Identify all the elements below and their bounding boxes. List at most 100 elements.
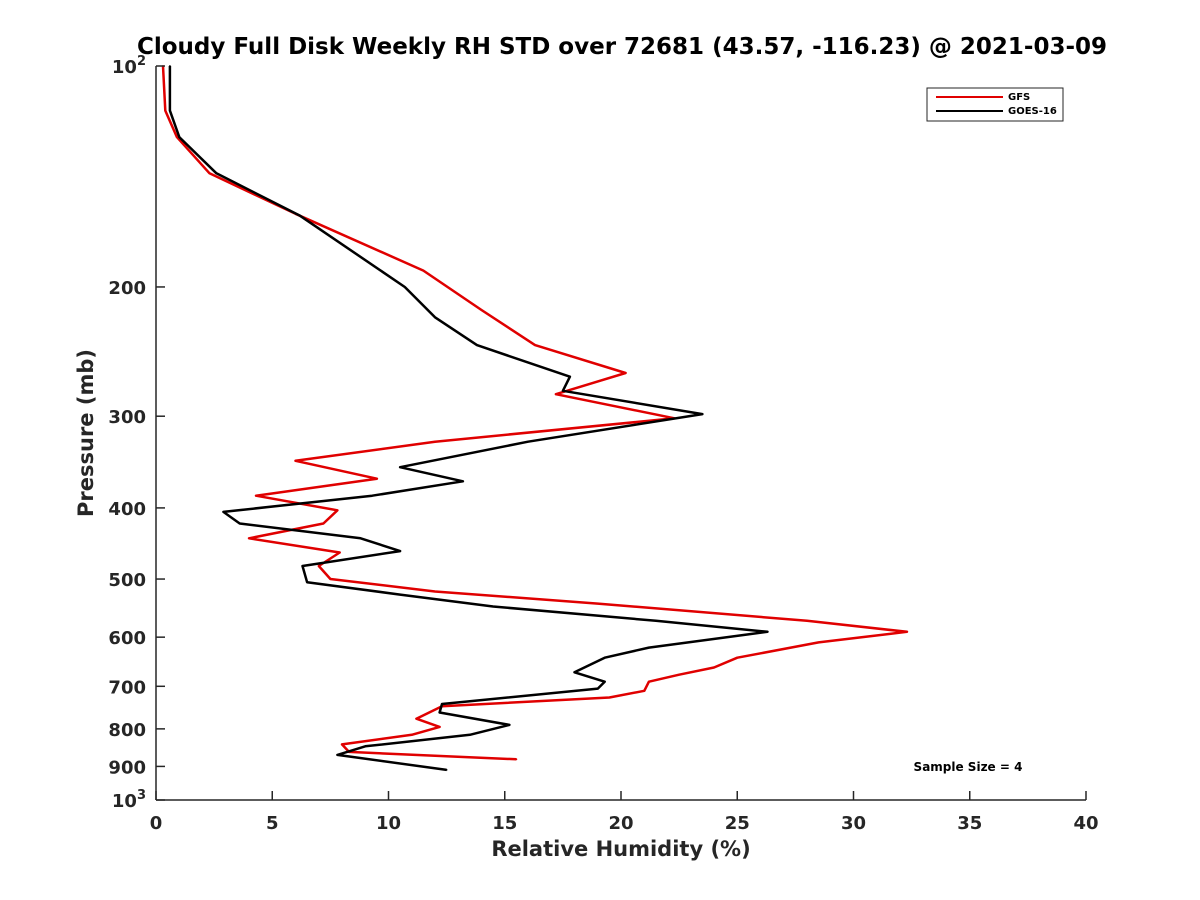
data-point-goes-16-15 <box>222 511 225 513</box>
y-tick-label-9: 103 <box>112 788 146 812</box>
data-point-gfs-6 <box>480 309 483 311</box>
legend-label-goes-16: GOES-16 <box>1008 106 1057 117</box>
data-point-gfs-9 <box>555 393 557 396</box>
x-axis-label: Relative Humidity (%) <box>491 837 750 861</box>
x-tick-label-0: 0 <box>150 813 163 834</box>
data-point-gfs-27 <box>713 666 715 669</box>
data-point-goes-16-32 <box>508 724 511 726</box>
plot-area <box>156 66 1086 799</box>
data-point-gfs-30 <box>643 689 646 692</box>
x-tick-label-8: 40 <box>1073 813 1098 834</box>
y-axis-ticks: 102 200 300 400 500 600 700 800 900 103 <box>108 54 165 812</box>
data-point-goes-16-22 <box>492 605 494 608</box>
y-axis-label: Pressure (mb) <box>74 349 98 517</box>
data-point-goes-16-30 <box>441 703 443 705</box>
data-point-gfs-38 <box>515 758 518 761</box>
y-tick-label-3: 400 <box>108 499 146 520</box>
data-point-gfs-17 <box>248 537 250 540</box>
data-point-goes-16-4 <box>299 214 301 217</box>
x-axis-ticks: 0 5 10 15 20 25 30 35 40 <box>150 791 1099 834</box>
y-tick-label-5: 600 <box>108 628 146 649</box>
data-point-gfs-31 <box>608 696 611 699</box>
data-point-gfs-11 <box>434 440 436 443</box>
data-point-gfs-25 <box>817 641 820 644</box>
data-point-goes-16-24 <box>766 630 769 633</box>
data-point-goes-16-9 <box>562 389 564 392</box>
data-point-gfs-28 <box>678 673 680 676</box>
data-point-goes-16-23 <box>655 619 657 622</box>
data-point-goes-16-0 <box>169 65 171 67</box>
data-point-goes-16-5 <box>403 286 406 288</box>
data-point-gfs-29 <box>648 680 650 683</box>
data-point-gfs-7 <box>534 344 536 346</box>
y-tick-label-4: 500 <box>108 570 146 591</box>
data-point-gfs-5 <box>422 269 425 272</box>
data-point-gfs-16 <box>322 522 325 525</box>
series-layer <box>161 65 909 772</box>
data-point-gfs-2 <box>176 136 178 139</box>
legend-box <box>926 87 1064 122</box>
x-tick-label-6: 30 <box>841 813 866 834</box>
y-tick-label-1: 200 <box>108 278 146 299</box>
x-tick-label-3: 15 <box>492 813 517 834</box>
y-tick-label-0: 102 <box>112 54 146 78</box>
data-point-gfs-23 <box>806 619 808 622</box>
chart-title: Cloudy Full Disk Weekly RH STD over 7268… <box>137 34 1107 60</box>
data-point-gfs-18 <box>338 551 341 554</box>
data-point-gfs-21 <box>434 590 436 593</box>
data-point-goes-16-25 <box>648 646 650 649</box>
data-point-gfs-3 <box>208 172 211 175</box>
data-point-goes-16-29 <box>596 687 599 690</box>
legend: GFS GOES-16 <box>926 87 1064 122</box>
y-tick-label-6: 700 <box>108 677 146 698</box>
data-point-goes-16-2 <box>178 136 181 139</box>
legend-label-gfs: GFS <box>1008 92 1030 103</box>
data-point-gfs-26 <box>736 656 739 659</box>
data-point-goes-16-18 <box>399 550 401 552</box>
data-point-gfs-19 <box>317 565 320 567</box>
data-point-goes-16-33 <box>469 733 471 736</box>
data-point-goes-16-14 <box>371 494 374 497</box>
data-point-goes-16-7 <box>476 344 478 346</box>
x-tick-label-7: 35 <box>957 813 982 834</box>
data-point-gfs-24 <box>906 630 908 633</box>
data-point-goes-16-27 <box>573 671 576 674</box>
x-tick-label-5: 25 <box>725 813 750 834</box>
data-point-gfs-36 <box>341 743 343 746</box>
data-point-goes-16-20 <box>306 581 308 584</box>
y-tick-label-2: 300 <box>108 407 146 428</box>
data-point-goes-16-34 <box>364 745 367 748</box>
data-point-gfs-22 <box>596 602 599 605</box>
x-tick-label-2: 10 <box>376 813 401 834</box>
data-point-gfs-20 <box>329 578 332 580</box>
data-point-goes-16-36 <box>445 769 448 771</box>
data-point-goes-16-35 <box>336 754 339 756</box>
data-point-goes-16-21 <box>399 593 401 596</box>
data-point-gfs-12 <box>294 459 297 462</box>
data-point-gfs-35 <box>410 733 413 736</box>
x-tick-label-4: 20 <box>608 813 633 834</box>
x-tick-label-1: 5 <box>266 813 279 834</box>
data-point-gfs-13 <box>376 477 378 480</box>
y-tick-label-8: 900 <box>108 757 146 778</box>
y-tick-label-7: 800 <box>108 720 146 741</box>
data-point-goes-16-26 <box>603 656 606 659</box>
data-point-goes-16-16 <box>238 522 241 525</box>
sample-size-annotation: Sample Size = 4 <box>914 760 1023 774</box>
data-point-goes-16-3 <box>215 172 218 175</box>
data-point-goes-16-13 <box>462 480 464 483</box>
data-point-goes-16-12 <box>399 466 401 469</box>
data-point-gfs-15 <box>336 509 339 512</box>
data-point-gfs-8 <box>624 372 627 374</box>
data-point-gfs-14 <box>255 494 257 497</box>
data-point-goes-16-10 <box>701 413 704 415</box>
data-point-goes-16-6 <box>434 316 436 319</box>
data-point-gfs-34 <box>438 726 441 728</box>
data-point-goes-16-28 <box>603 680 606 683</box>
data-point-goes-16-31 <box>438 711 441 714</box>
data-point-goes-16-17 <box>359 537 362 540</box>
data-point-goes-16-8 <box>569 375 571 378</box>
data-point-goes-16-1 <box>169 109 171 112</box>
data-point-gfs-1 <box>164 109 167 112</box>
